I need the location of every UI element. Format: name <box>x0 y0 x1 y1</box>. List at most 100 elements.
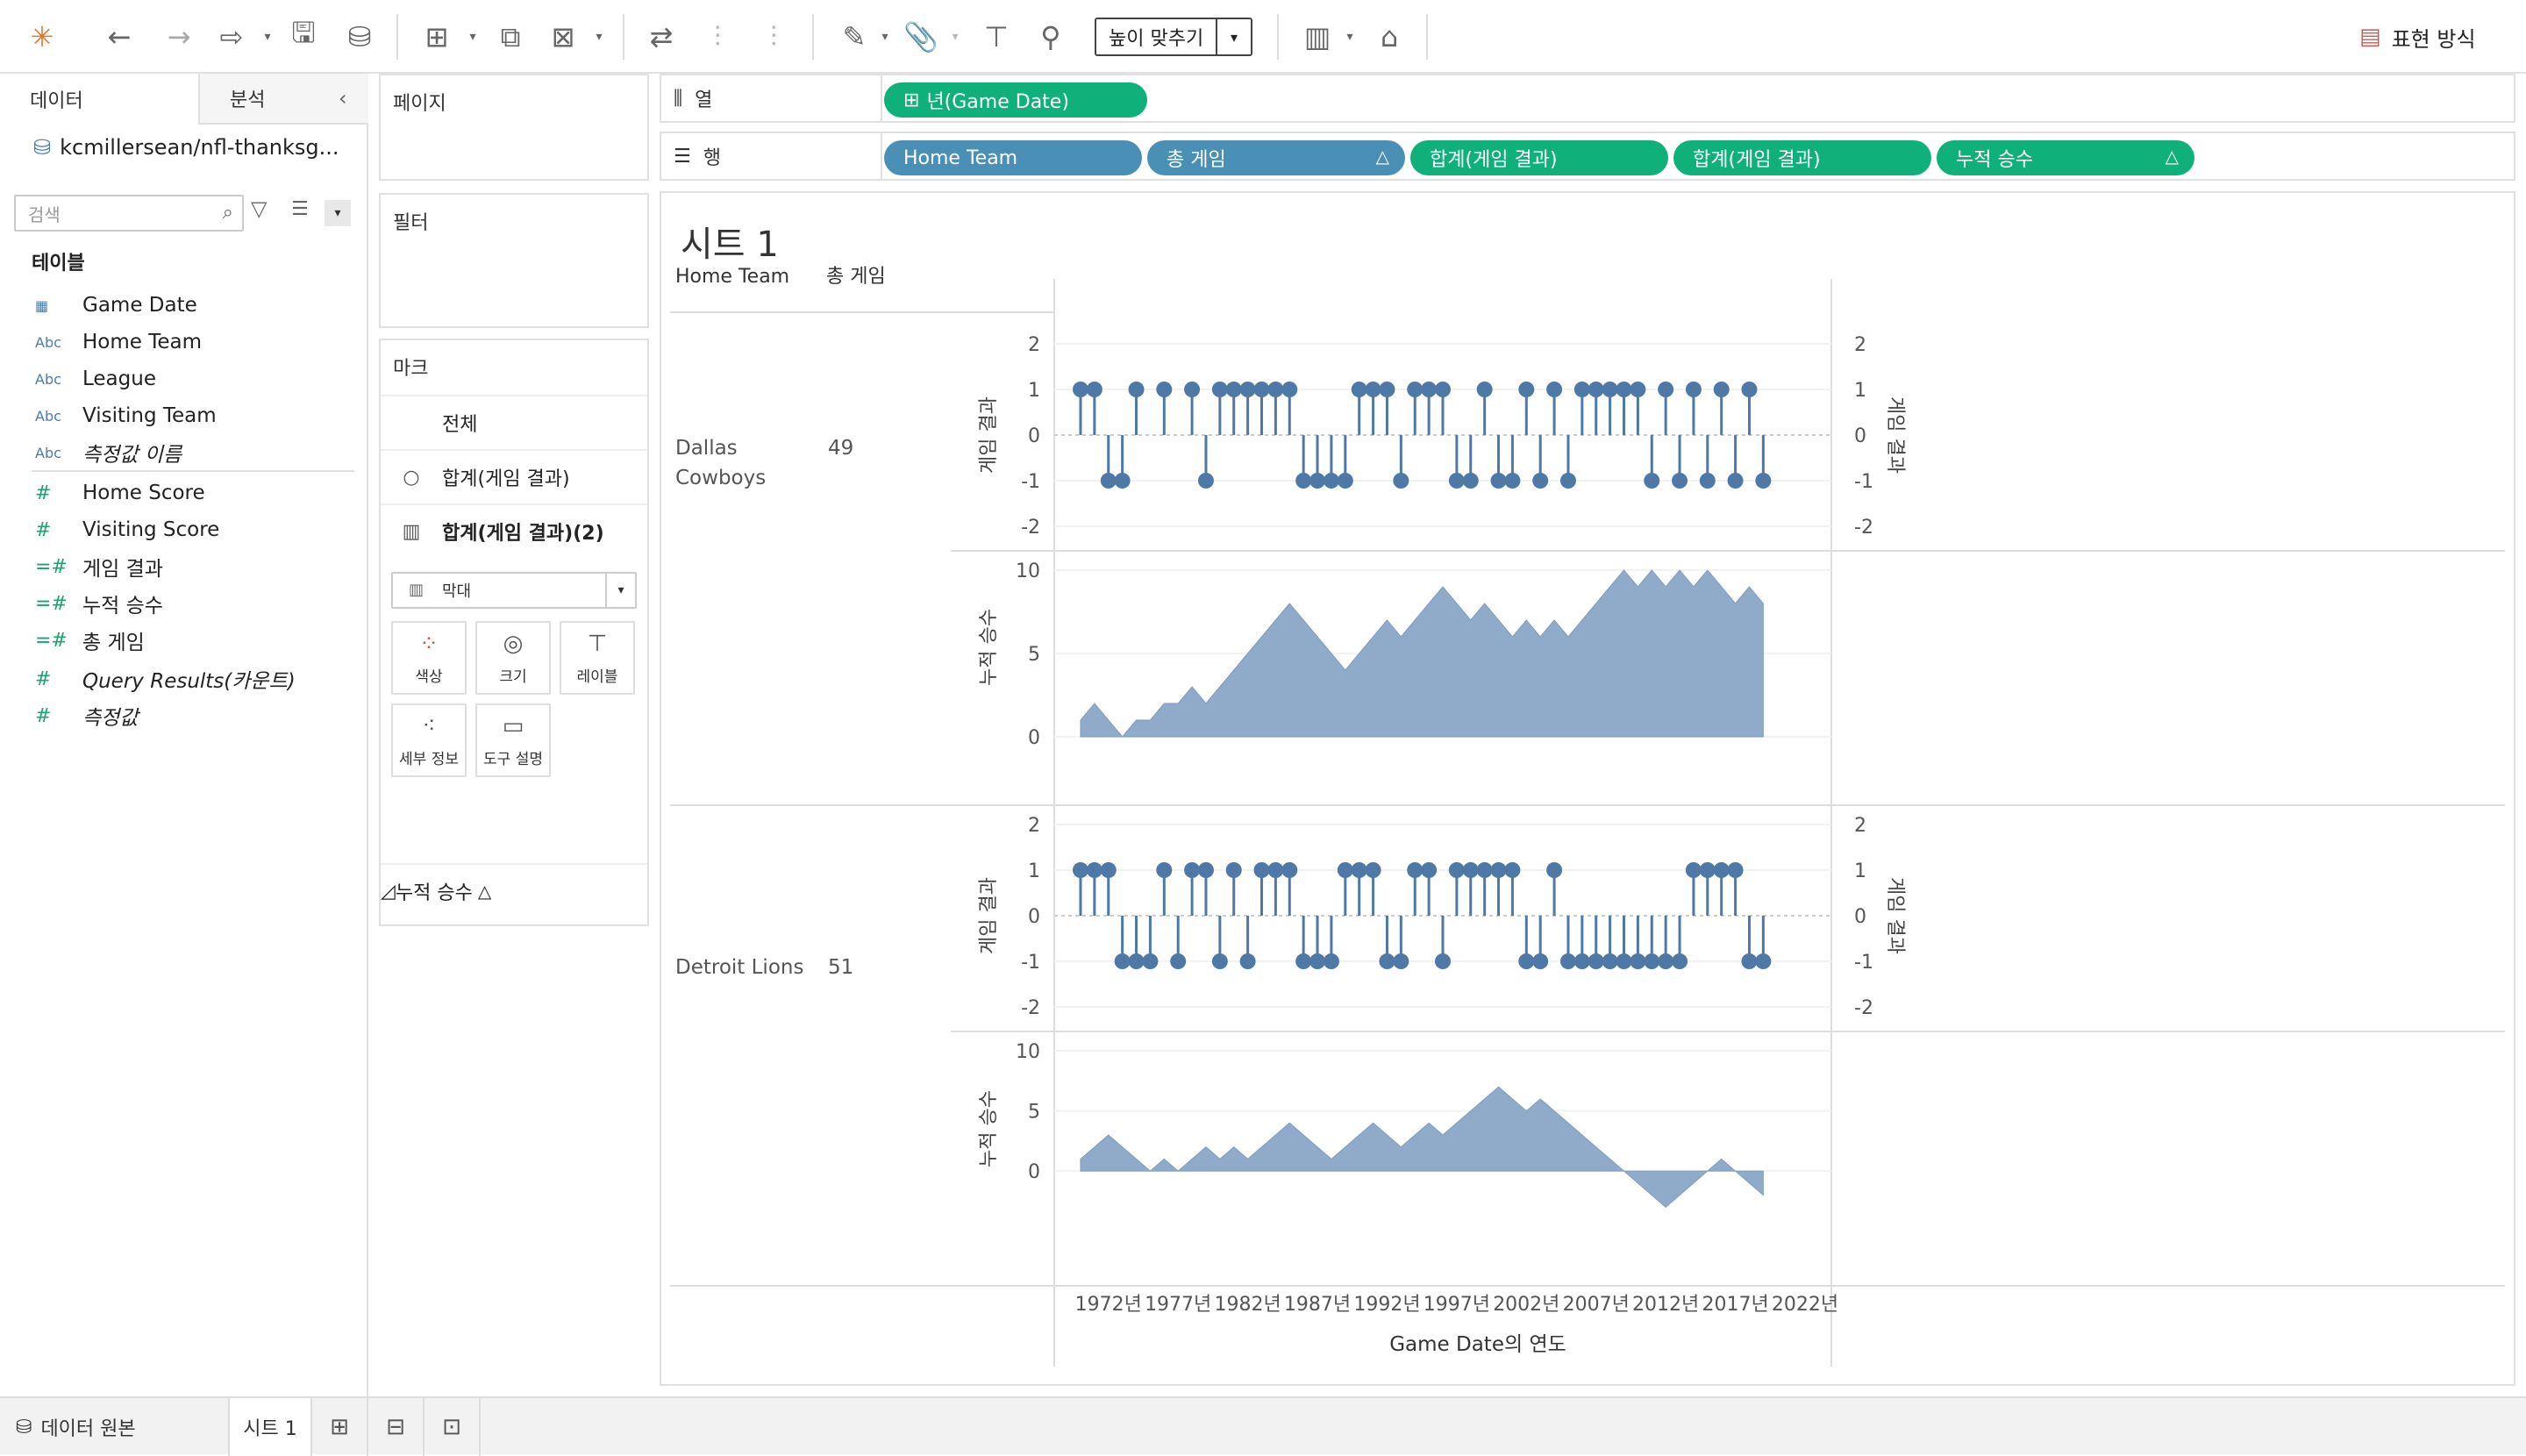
number-type-icon: # <box>35 667 52 690</box>
number-type-icon: =# <box>35 592 68 615</box>
show-mark-labels-icon[interactable]: ⊤ <box>984 20 1009 54</box>
lollipop-point <box>1490 473 1507 489</box>
search-input[interactable]: 검색 ⌕ <box>14 195 244 232</box>
sort-descending-icon[interactable]: ⫶ <box>769 19 777 54</box>
undo-icon[interactable]: ← <box>107 20 132 54</box>
marks-tab-result-2[interactable]: ▥ 합계(게임 결과)(2) <box>381 503 647 558</box>
group-caret-icon[interactable]: ▾ <box>952 30 959 44</box>
lollipop-point <box>1225 862 1242 878</box>
field-item[interactable]: # Query Results(카운트) <box>35 663 296 695</box>
collapse-pane-icon[interactable]: ‹ <box>339 86 347 111</box>
lollipop-point <box>1546 382 1563 397</box>
field-item[interactable]: Abc Home Team <box>35 326 202 358</box>
pages-card[interactable]: 페이지 <box>379 74 649 181</box>
redo-icon[interactable]: → <box>167 20 191 54</box>
highlight-caret-icon[interactable]: ▾ <box>881 30 888 44</box>
wins-axis-title: 누적 승수 <box>978 609 1000 686</box>
size-button[interactable]: ◎ 크기 <box>475 621 551 695</box>
save-icon[interactable]: 🖫 <box>291 16 316 49</box>
columns-shelf[interactable]: ⫼ 열 ⊞ 년(Game Date) <box>660 74 2515 123</box>
new-dashboard-tab-icon[interactable]: ⊟ <box>368 1398 425 1456</box>
worksheet-view: 시트 1 Home Team 총 게임 Dallas 49 Cowboys 2 2 1 1 0 0-… <box>660 191 2515 1386</box>
field-item[interactable]: Abc League <box>35 363 156 395</box>
lollipop-point <box>1644 473 1660 489</box>
datasource-icon: ⛁ <box>33 135 52 160</box>
replay-caret-icon[interactable]: ▾ <box>264 30 271 44</box>
lollipop-point <box>1532 953 1549 969</box>
marks-tab-all[interactable]: 전체 <box>381 395 647 449</box>
field-item[interactable]: =# 총 게임 <box>35 625 145 656</box>
sheet-tab[interactable]: 시트 1 <box>230 1398 312 1456</box>
marks-tab-result-label: 합계(게임 결과) <box>442 468 570 490</box>
field-item[interactable]: # 측정값 <box>35 700 138 732</box>
pill-total-games[interactable]: 총 게임 △ <box>1147 140 1405 175</box>
datasource-item[interactable]: ⛁ kcmillersean/nfl-thanksg... <box>33 128 339 167</box>
field-name: Visiting Team <box>82 404 217 427</box>
fit-select[interactable]: 높이 맞추기 ▾ <box>1095 18 1252 56</box>
color-button[interactable]: ⁘ 색상 <box>391 621 467 695</box>
lollipop-point <box>1407 862 1424 878</box>
pill-year-game-date[interactable]: ⊞ 년(Game Date) <box>884 82 1147 118</box>
marks-cum-wins-row[interactable]: ◿ 누적 승수 △ <box>381 863 647 917</box>
pill-sum-result-2[interactable]: 합계(게임 결과) <box>1673 140 1931 175</box>
circle-mark-icon: ○ <box>403 466 420 489</box>
delta-icon: △ <box>1375 146 1389 167</box>
field-item[interactable]: Abc 측정값 이름 <box>35 437 182 468</box>
field-item[interactable]: # Visiting Score <box>35 514 219 546</box>
presentation-mode-icon[interactable]: ⌂ <box>1380 20 1399 54</box>
tab-analysis[interactable]: 분석 <box>198 74 368 125</box>
new-story-tab-icon[interactable]: ⊡ <box>425 1398 481 1456</box>
label-button[interactable]: ⊤ 레이블 <box>560 621 635 695</box>
replay-icon[interactable]: ⇨ <box>219 20 244 54</box>
lollipop-point <box>1546 862 1563 878</box>
rows-shelf[interactable]: ☰ 행 Home Team 총 게임 △ 합계(게임 결과) 합계(게임 결과)… <box>660 132 2515 181</box>
lollipop-point <box>1197 473 1214 489</box>
area-mark-icon: ◿ <box>381 880 396 903</box>
swap-rows-columns-icon[interactable]: ⇄ <box>649 20 674 54</box>
lollipop-point <box>1559 473 1576 489</box>
sort-ascending-icon[interactable]: ⫶ <box>713 19 721 54</box>
field-item[interactable]: Abc Visiting Team <box>35 400 217 432</box>
show-cards-icon[interactable]: ▥ <box>1303 20 1331 54</box>
show-cards-caret-icon[interactable]: ▾ <box>1346 30 1353 44</box>
new-worksheet-tab-icon[interactable]: ⊞ <box>312 1398 368 1456</box>
field-item[interactable]: ▦ Game Date <box>35 289 197 321</box>
clear-sheet-caret-icon[interactable]: ▾ <box>596 30 603 44</box>
new-worksheet-icon[interactable]: ⊞ <box>425 20 449 54</box>
clear-sheet-icon[interactable]: ⊠ <box>551 20 575 54</box>
sheet-tab-bar: ⛁ 데이터 원본 시트 1 ⊞ ⊟ ⊡ <box>0 1396 2526 1456</box>
field-item[interactable]: =# 게임 결과 <box>35 551 163 582</box>
fix-axes-icon[interactable]: ⚲ <box>1040 20 1061 54</box>
tooltip-button[interactable]: ▭ 도구 설명 <box>475 703 551 777</box>
tableau-logo-icon[interactable]: ✳ <box>30 20 54 54</box>
show-me-button[interactable]: ▤ 표현 방식 <box>2359 18 2476 56</box>
view-list-caret-icon[interactable]: ▾ <box>325 200 351 226</box>
marks-tab-result[interactable]: ○ 합계(게임 결과) <box>381 449 647 503</box>
filters-card[interactable]: 필터 <box>379 193 649 328</box>
field-item[interactable]: =# 누적 승수 <box>35 588 163 619</box>
datasource-tab[interactable]: ⛁ 데이터 원본 <box>0 1398 230 1456</box>
lollipop-point <box>1323 953 1339 969</box>
result-tick-label: -1 <box>1021 471 1040 493</box>
group-members-icon[interactable]: 📎 <box>903 20 938 54</box>
pill-cum-wins[interactable]: 누적 승수 △ <box>1937 140 2194 175</box>
row-header-team: Detroit Lions <box>675 956 803 979</box>
pill-home-team[interactable]: Home Team <box>884 140 1142 175</box>
tab-data[interactable]: 데이터 <box>30 90 83 112</box>
string-type-icon: Abc <box>35 333 61 351</box>
sheet-title: 시트 1 <box>681 225 779 265</box>
pill-sum-result[interactable]: 합계(게임 결과) <box>1410 140 1668 175</box>
new-datasource-icon[interactable]: ⛁ <box>347 20 372 54</box>
detail-button[interactable]: ⁖ 세부 정보 <box>391 703 467 777</box>
field-item[interactable]: # Home Score <box>35 477 205 509</box>
result-axis-title: 게임 결과 <box>978 396 1000 474</box>
duplicate-sheet-icon[interactable]: ⧉ <box>500 19 521 54</box>
lollipop-point <box>1309 953 1326 969</box>
mark-type-select[interactable]: ▥ 막대 ▾ <box>391 572 637 609</box>
new-worksheet-caret-icon[interactable]: ▾ <box>469 30 476 44</box>
view-list-icon[interactable]: ☰ <box>291 198 309 220</box>
highlight-icon[interactable]: ✎ <box>842 20 867 54</box>
filter-fields-icon[interactable]: ▽ <box>251 196 268 221</box>
lollipop-point <box>1156 862 1173 878</box>
result-tick-label: 1 <box>1028 860 1040 882</box>
